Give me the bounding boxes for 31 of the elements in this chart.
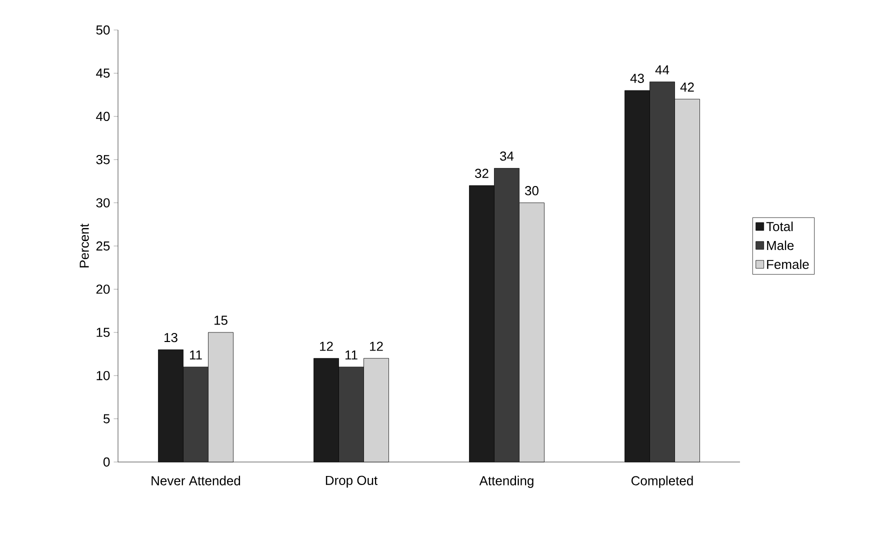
legend-label: Female (767, 259, 809, 270)
x-tick-label: Never Attended (152, 476, 240, 486)
data-label: 11 (190, 350, 202, 360)
data-label: 42 (680, 82, 694, 92)
data-label: 44 (655, 65, 670, 74)
y-tick-label: 5 (103, 414, 110, 424)
y-tick-label: 50 (96, 25, 110, 35)
data-label: 43 (630, 74, 644, 83)
data-label: 11 (345, 350, 358, 360)
y-tick-label: 40 (96, 112, 110, 121)
legend-label: Male (767, 240, 794, 250)
data-label: 12 (320, 342, 333, 351)
y-tick-label: 30 (96, 198, 110, 208)
y-axis-title: Percent (80, 224, 89, 268)
x-tick-label: Completed (631, 476, 693, 488)
y-tick-label: 20 (96, 284, 110, 294)
y-tick-label: 15 (96, 328, 110, 337)
y-tick-label: 35 (96, 154, 110, 164)
data-label: 32 (475, 168, 488, 178)
y-tick-label: 10 (96, 370, 110, 380)
data-label: 13 (164, 332, 178, 342)
data-label: 30 (525, 186, 538, 196)
y-tick-label: 0 (103, 457, 110, 467)
data-label: 12 (370, 342, 383, 351)
x-tick-label: Attending (479, 476, 534, 488)
data-label: 15 (214, 316, 228, 325)
y-tick-label: 45 (96, 68, 110, 78)
x-tick-label: Drop Out (326, 476, 378, 488)
legend-label: Total (766, 222, 793, 232)
data-label: 34 (500, 151, 514, 161)
y-tick-label: 25 (96, 241, 110, 251)
